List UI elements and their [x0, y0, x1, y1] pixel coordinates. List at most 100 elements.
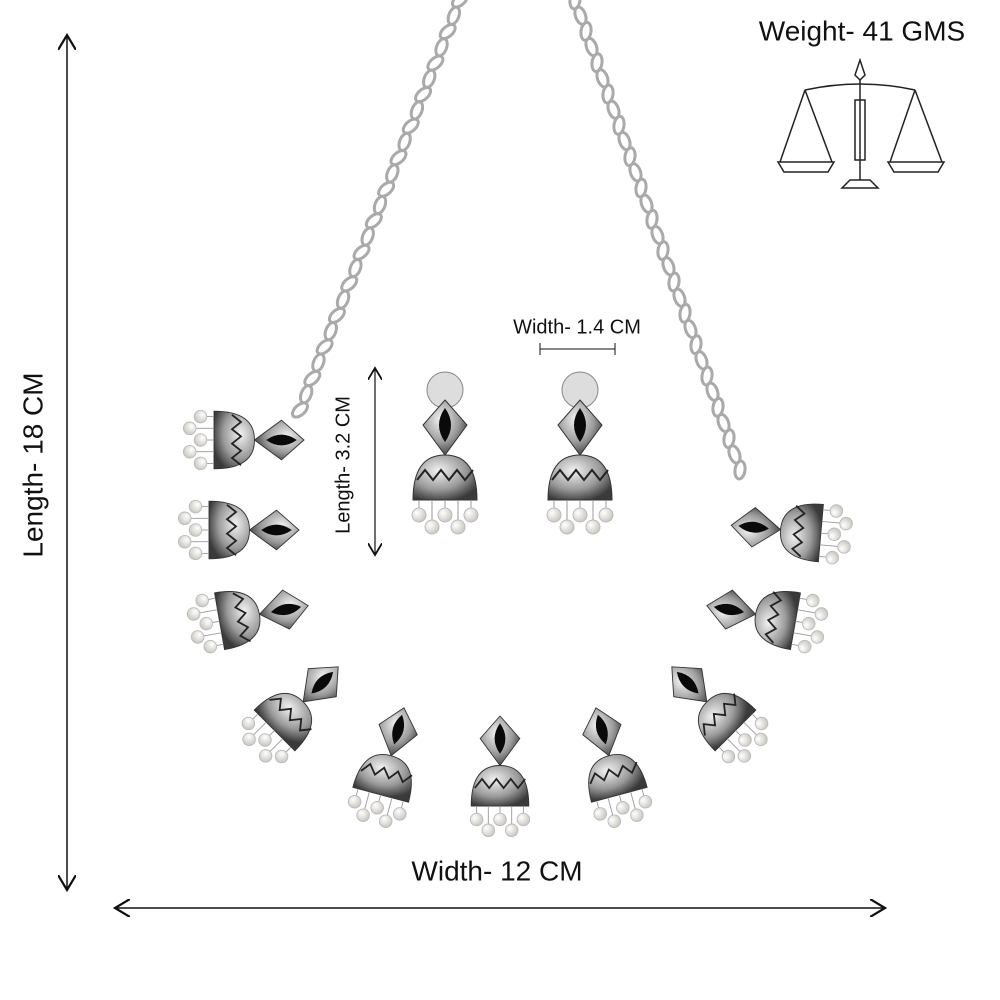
pearl [721, 749, 736, 764]
pearl [572, 507, 588, 523]
chain-link [422, 68, 437, 89]
pearl [616, 801, 630, 815]
dome-pattern [551, 468, 609, 482]
jhumka [177, 499, 300, 561]
necklace [177, 0, 853, 838]
pearl [193, 409, 208, 424]
pearl [188, 523, 203, 537]
pearl [481, 823, 496, 838]
dome [208, 500, 250, 560]
chain-link [434, 37, 449, 58]
pearl [258, 749, 273, 763]
chain-link [451, 0, 469, 9]
earring-width-label: Width- 1.4 CM [513, 316, 641, 338]
chain-link [372, 194, 388, 216]
pearl [274, 749, 289, 764]
pearl [585, 519, 601, 535]
chain-link [348, 257, 363, 279]
pearl [814, 607, 829, 621]
dome [214, 591, 261, 651]
dome [780, 503, 824, 563]
pearl [190, 630, 205, 644]
black-stone [311, 671, 334, 694]
width-label: Width- 12 CM [411, 855, 582, 886]
chain-link [315, 338, 334, 356]
pearl [738, 733, 752, 747]
pearl [424, 519, 440, 535]
pearl [825, 550, 840, 565]
pearl-wire [202, 632, 222, 637]
chain-link [722, 428, 736, 450]
scale-icon [776, 57, 946, 189]
pearl [177, 511, 192, 526]
pearl [411, 507, 427, 523]
pearl [827, 527, 842, 542]
pearl [177, 534, 192, 549]
black-stone [439, 408, 451, 442]
chain-link [311, 352, 326, 373]
dome [253, 692, 313, 752]
pearl [801, 616, 816, 631]
pearl-wire [726, 738, 742, 754]
chain-link [401, 117, 420, 135]
pearl [241, 716, 256, 731]
chain-link [623, 146, 637, 168]
pearl-wire [197, 609, 218, 614]
dome-pattern [232, 592, 251, 643]
dome [412, 454, 478, 501]
pearl [837, 540, 851, 554]
dome-pattern [764, 591, 783, 644]
chain-link [601, 83, 615, 105]
pearl [493, 812, 507, 827]
pearl [559, 519, 575, 535]
chain-link [323, 321, 338, 342]
jhumka [582, 707, 653, 829]
pearl [378, 814, 393, 829]
chain-link [634, 177, 648, 199]
chain-link [298, 384, 314, 405]
black-stone [713, 603, 745, 616]
pearl [242, 732, 256, 747]
pearl [810, 630, 825, 644]
pearl-wire [630, 791, 637, 811]
pearl-wire [821, 521, 842, 524]
chain-link [385, 163, 400, 184]
chain-link [678, 302, 692, 324]
black-stone [392, 714, 405, 745]
chain-link [667, 271, 681, 293]
chain-link [377, 180, 396, 198]
chain-link [327, 306, 346, 324]
jhumka [411, 399, 479, 535]
pearl [195, 593, 209, 608]
pearl-wire [743, 721, 759, 737]
pearl-wire [797, 609, 818, 614]
chain-link [335, 289, 351, 310]
pearl [450, 519, 466, 535]
pearl [203, 639, 218, 654]
chain-link [291, 401, 309, 419]
pearl [516, 812, 531, 827]
pearl [258, 733, 272, 747]
dome [547, 454, 613, 501]
chain-link [364, 212, 383, 230]
chain-link [689, 334, 703, 356]
pearl [469, 812, 484, 827]
pearl [806, 593, 820, 608]
pearl-wire [607, 797, 614, 818]
chain-link [590, 52, 604, 74]
pearl [182, 421, 197, 436]
black-stone [266, 434, 297, 446]
pearl [593, 807, 607, 821]
dome-pattern [225, 504, 238, 556]
pearl [188, 546, 203, 561]
pearl [463, 507, 479, 523]
pearl [370, 801, 384, 815]
chain-link [360, 226, 375, 247]
black-stone [494, 723, 506, 754]
chain-link [612, 114, 626, 136]
jhumka [182, 409, 305, 471]
pearl [199, 616, 214, 631]
dome [470, 765, 530, 807]
pearl [829, 504, 844, 518]
